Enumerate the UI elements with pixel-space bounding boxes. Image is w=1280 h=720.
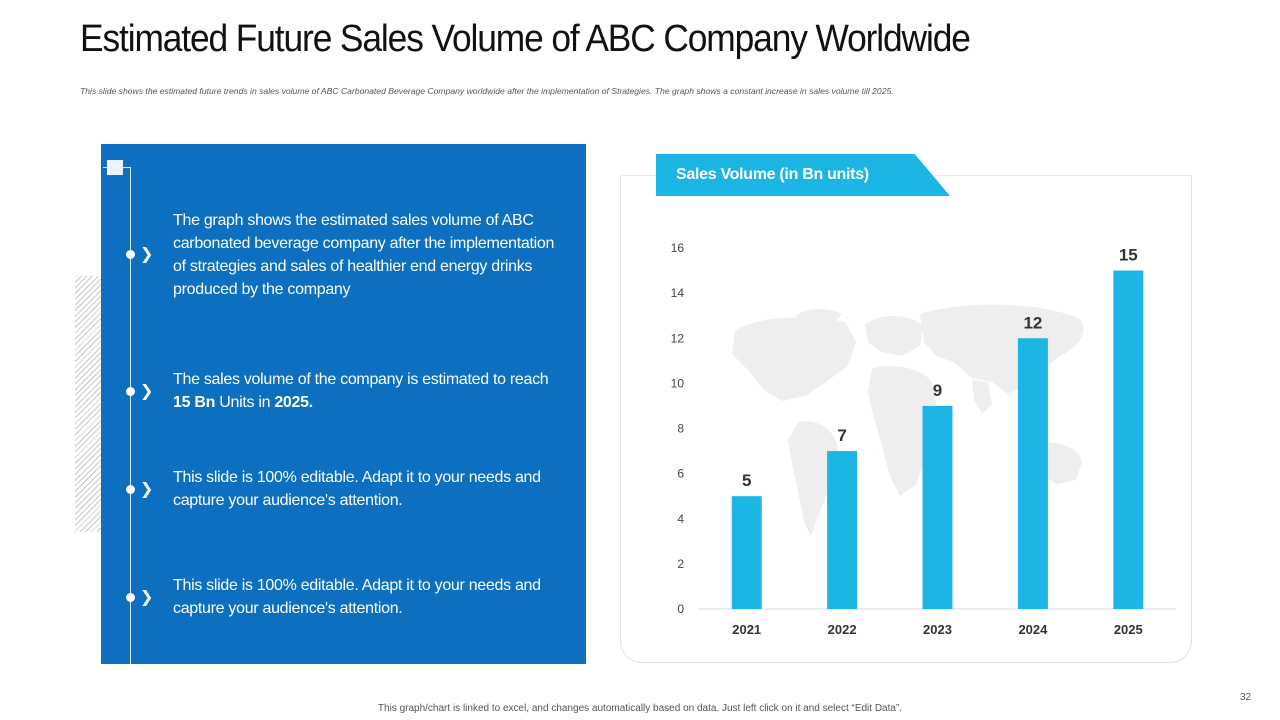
y-tick-label: 6 — [677, 467, 684, 481]
data-label-2024: 12 — [1023, 313, 1042, 332]
chevron-right-icon: ❯ — [140, 246, 154, 263]
bullet-dot-icon — [126, 387, 135, 396]
x-tick-label-2023: 2023 — [923, 622, 952, 637]
y-tick-label: 12 — [671, 331, 685, 345]
timeline-line — [130, 168, 131, 664]
y-tick-label: 16 — [671, 241, 685, 255]
bullet-text-2: The sales volume of the company is estim… — [173, 371, 549, 411]
x-tick-label-2021: 2021 — [732, 622, 761, 637]
bar-2025 — [1113, 270, 1144, 609]
y-tick-label: 14 — [671, 286, 685, 300]
data-label-2022: 7 — [837, 426, 846, 445]
bullet-dot-icon — [126, 485, 135, 494]
bullet-text-4: This slide is 100% editable. Adapt it to… — [173, 577, 541, 617]
bar-2021 — [731, 496, 762, 609]
x-tick-labels: 2021 2022 2023 2024 2025 — [732, 622, 1143, 637]
bullet-text-3: This slide is 100% editable. Adapt it to… — [173, 469, 541, 509]
chevron-right-icon: ❯ — [140, 481, 154, 498]
chevron-right-icon: ❯ — [140, 383, 154, 400]
chevron-right-icon: ❯ — [140, 589, 154, 606]
bullet-dot-icon — [126, 250, 135, 259]
x-tick-label-2025: 2025 — [1114, 622, 1143, 637]
bar-2024 — [1017, 338, 1048, 609]
bullet-dot-icon — [126, 593, 135, 602]
page-number: 32 — [1240, 692, 1252, 703]
bar-2023 — [922, 405, 953, 609]
hatch-decoration — [75, 276, 102, 532]
world-map-background — [732, 304, 1084, 536]
x-tick-label-2024: 2024 — [1018, 622, 1048, 637]
bar-2022 — [827, 451, 858, 609]
slide-title: Estimated Future Sales Volume of ABC Com… — [80, 18, 971, 60]
x-tick-label-2022: 2022 — [828, 622, 857, 637]
timeline-cap-icon — [107, 160, 123, 175]
y-tick-label: 0 — [677, 602, 684, 616]
slide-subtitle: This slide shows the estimated future tr… — [80, 86, 894, 96]
chart-title-tab: Sales Volume (in Bn units) — [656, 154, 950, 196]
y-tick-label: 4 — [677, 512, 684, 526]
chart-title: Sales Volume (in Bn units) — [676, 166, 869, 183]
chart-bars — [731, 270, 1144, 609]
data-label-2025: 15 — [1119, 246, 1138, 265]
y-tick-labels: 0 2 4 6 8 10 12 14 16 — [671, 241, 685, 616]
footer-note: This graph/chart is linked to excel, and… — [377, 703, 903, 714]
y-tick-label: 8 — [677, 422, 684, 436]
data-label-2021: 5 — [742, 471, 751, 490]
data-label-2023: 9 — [933, 381, 942, 400]
bullet-text-1: The graph shows the estimated sales volu… — [173, 212, 555, 298]
info-panel: ❯ The graph shows the estimated sales vo… — [101, 144, 586, 664]
y-tick-label: 2 — [677, 557, 684, 571]
data-labels: 5 7 9 12 15 — [742, 246, 1138, 491]
y-tick-label: 10 — [671, 376, 685, 390]
